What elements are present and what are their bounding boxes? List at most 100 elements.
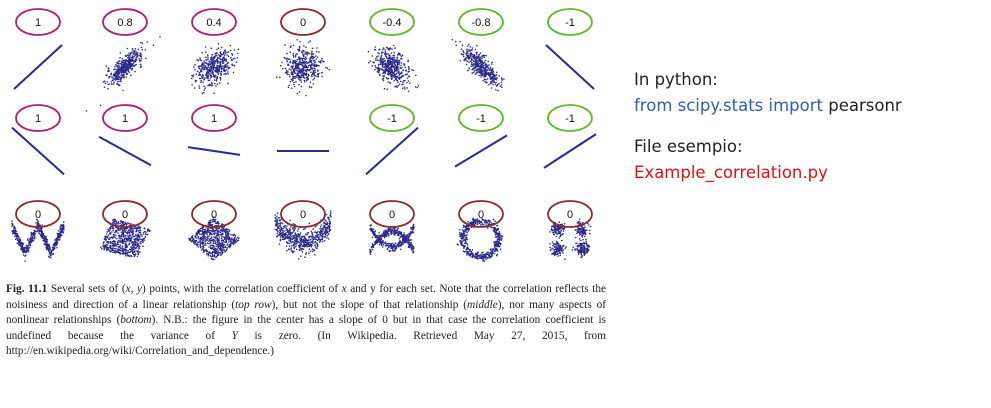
row1-point — [394, 70, 396, 72]
row1-point — [139, 55, 142, 58]
row1-point — [219, 65, 222, 68]
row3-point — [323, 221, 326, 224]
row3-point — [281, 229, 284, 232]
row3-point — [48, 248, 50, 250]
row3-point — [223, 248, 225, 251]
row1-point — [210, 69, 212, 71]
row1-point — [491, 75, 494, 78]
row3-point — [232, 243, 235, 246]
row3-point — [143, 231, 145, 234]
row3-point — [394, 234, 396, 236]
row3-point — [294, 241, 297, 243]
row1-point — [477, 65, 480, 68]
row3-point — [204, 242, 207, 245]
row3-point — [388, 243, 390, 245]
row3-point — [57, 236, 59, 238]
row1-point — [393, 67, 396, 70]
row1-point — [472, 71, 475, 74]
row1-point — [129, 60, 132, 62]
row1-point — [129, 67, 132, 70]
row1-point — [227, 51, 230, 53]
row3-point — [284, 237, 286, 239]
row1-point — [302, 52, 304, 54]
row1-point — [288, 73, 290, 76]
row1-point — [139, 41, 142, 44]
row1-point — [311, 68, 314, 70]
row1-point — [376, 56, 378, 58]
row1-point — [113, 68, 115, 71]
row3-point — [228, 229, 231, 231]
row1-point — [128, 52, 130, 55]
row3-point — [234, 240, 236, 242]
row3-point — [124, 242, 126, 245]
row1-point — [313, 56, 316, 59]
row1-point — [299, 79, 301, 82]
row3-point — [141, 235, 143, 237]
row1-point — [387, 81, 390, 83]
row1-point — [309, 64, 311, 66]
row1-point — [377, 69, 380, 72]
row1-point — [321, 75, 324, 78]
row1-point — [480, 65, 483, 67]
row3-point — [302, 242, 305, 244]
row1-point — [382, 77, 385, 80]
row1-point — [378, 59, 380, 62]
row3-point — [396, 228, 399, 230]
row1-point — [389, 81, 391, 84]
row1-point — [103, 86, 106, 88]
row1-point — [484, 59, 487, 62]
row3-point — [108, 249, 110, 252]
row1-point — [312, 72, 314, 75]
row1-point — [308, 86, 311, 88]
row1-point — [304, 63, 307, 66]
row3-point — [225, 231, 228, 234]
row3-point — [119, 249, 121, 251]
row3-point — [320, 227, 323, 230]
row1-point — [496, 84, 499, 87]
row2-line-plot — [365, 126, 419, 176]
row1-point — [485, 78, 487, 81]
row1-point — [200, 59, 203, 62]
row1-point — [476, 55, 478, 57]
row3-point — [210, 257, 213, 260]
row1-point — [415, 74, 417, 77]
row3-point — [109, 228, 112, 230]
row3-point — [222, 247, 224, 249]
row1-point — [325, 66, 327, 69]
row2-line-plot — [11, 126, 65, 176]
row3-point — [400, 244, 403, 247]
row3-point — [214, 236, 216, 238]
row3-point — [115, 231, 117, 233]
row3-point — [487, 257, 489, 259]
row3-point — [388, 245, 390, 248]
row1-point — [295, 81, 297, 83]
row1-point — [111, 76, 113, 78]
row3-point — [296, 230, 299, 232]
row1-point — [377, 66, 380, 68]
row1-point — [216, 52, 218, 54]
row1-point — [227, 55, 230, 57]
row1-point — [489, 69, 491, 72]
row3-point — [218, 243, 220, 246]
row1-point — [302, 54, 305, 57]
row3-point — [295, 238, 298, 240]
row3-point — [105, 239, 107, 241]
row3-point — [370, 245, 373, 248]
row1-point — [471, 47, 474, 49]
row1-point — [207, 66, 209, 69]
row1-point — [401, 75, 404, 77]
row3-point — [277, 225, 279, 227]
row1-point — [211, 70, 213, 72]
row1-point — [134, 70, 136, 73]
row1-point — [487, 73, 490, 76]
row3-point — [406, 241, 408, 243]
row1-point — [108, 76, 110, 78]
row3-point — [230, 244, 232, 247]
row1-point — [279, 76, 281, 79]
row1-point — [485, 81, 487, 84]
row3-point — [234, 235, 237, 237]
row3-point — [236, 236, 239, 239]
row1-point — [204, 67, 206, 70]
row1-point — [388, 69, 390, 71]
row3-point — [295, 248, 298, 251]
